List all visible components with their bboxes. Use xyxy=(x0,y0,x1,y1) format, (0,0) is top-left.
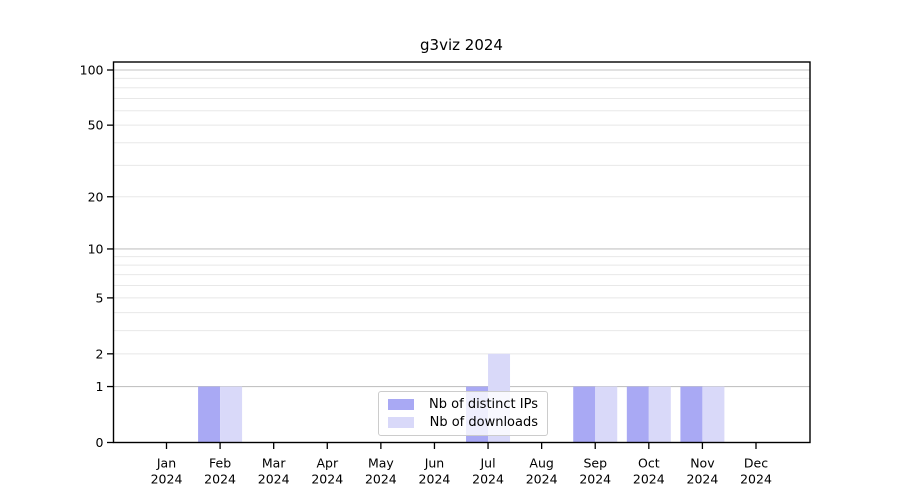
x-tick-label-year: 2024 xyxy=(151,472,183,487)
y-tick-label: 2 xyxy=(96,346,104,361)
x-tick-label-month: Feb xyxy=(209,456,231,471)
x-tick-label-month: Jul xyxy=(479,456,495,471)
bar-distinct-ips-Feb xyxy=(198,386,221,443)
x-tick-label-year: 2024 xyxy=(365,472,397,487)
x-tick-label-month: Apr xyxy=(316,456,338,471)
x-tick-label-month: Nov xyxy=(690,456,715,471)
bar-downloads-Nov xyxy=(702,386,725,443)
x-tick-label-month: Dec xyxy=(744,456,768,471)
y-tick-label: 50 xyxy=(88,118,104,133)
legend-swatch-downloads xyxy=(388,417,414,428)
y-tick-label: 20 xyxy=(88,189,104,204)
x-tick-label-month: Oct xyxy=(638,456,660,471)
legend-swatch-distinct-ips xyxy=(388,399,414,410)
x-tick-label-year: 2024 xyxy=(419,472,451,487)
x-tick-label-year: 2024 xyxy=(633,472,665,487)
x-tick-label-year: 2024 xyxy=(579,472,611,487)
y-tick-label: 10 xyxy=(88,241,104,256)
legend-label-distinct-ips: Nb of distinct IPs xyxy=(429,397,538,412)
bar-distinct-ips-Nov xyxy=(680,386,703,443)
bar-downloads-Sep xyxy=(595,386,618,443)
x-tick-label-year: 2024 xyxy=(687,472,719,487)
bar-distinct-ips-Sep xyxy=(573,386,596,443)
x-tick-label-month: Mar xyxy=(262,456,286,471)
x-tick-label-month: Jan xyxy=(156,456,176,471)
x-tick-label-month: Sep xyxy=(583,456,607,471)
y-tick-label: 100 xyxy=(80,63,104,78)
bar-downloads-Oct xyxy=(648,386,671,443)
x-tick-label-year: 2024 xyxy=(204,472,236,487)
chart-title: g3viz 2024 xyxy=(420,36,503,54)
plot-border xyxy=(112,61,811,444)
y-tick-label: 0 xyxy=(96,435,104,450)
x-tick-label-year: 2024 xyxy=(311,472,343,487)
legend-item-distinct-ips: Nb of distinct IPs xyxy=(388,397,538,412)
x-tick-label-month: May xyxy=(368,456,394,471)
x-tick-label-year: 2024 xyxy=(472,472,504,487)
chart-legend: Nb of distinct IPs Nb of downloads xyxy=(378,391,548,436)
x-tick-label-month: Jun xyxy=(424,456,445,471)
legend-label-downloads: Nb of downloads xyxy=(429,415,538,430)
legend-item-downloads: Nb of downloads xyxy=(388,415,538,430)
bar-distinct-ips-Oct xyxy=(626,386,649,443)
y-tick-label: 1 xyxy=(96,379,104,394)
x-tick-label-year: 2024 xyxy=(740,472,772,487)
bar-downloads-Feb xyxy=(220,386,243,443)
y-tick-label: 5 xyxy=(96,290,104,305)
x-tick-label-year: 2024 xyxy=(526,472,558,487)
x-tick-label-year: 2024 xyxy=(258,472,290,487)
x-tick-label-month: Aug xyxy=(529,456,553,471)
